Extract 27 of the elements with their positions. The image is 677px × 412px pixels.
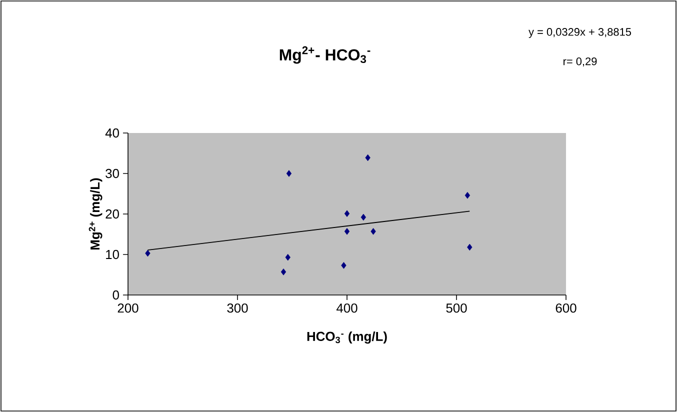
x-tick-label: 300	[227, 303, 248, 313]
text: y = 0,0329x + 3,8815	[528, 28, 632, 38]
point	[360, 214, 366, 221]
y-tick-label: 20	[106, 209, 119, 219]
point	[280, 268, 286, 276]
x-tick-label: 200	[118, 303, 138, 313]
point	[467, 244, 472, 251]
point	[365, 154, 370, 162]
y-tick-label: 0	[112, 290, 119, 300]
point	[341, 262, 346, 269]
y-tick-label: 30	[106, 168, 119, 178]
text: HCO$_{3}$$^{-}$ (mg/L)	[307, 331, 387, 344]
y-tick-label: 10	[106, 250, 119, 260]
x-tick-label: 600	[556, 303, 576, 313]
point	[464, 192, 470, 199]
point	[285, 254, 290, 261]
point	[286, 170, 292, 177]
x-tick-label: 500	[446, 303, 467, 313]
point	[344, 210, 350, 217]
chart-title: Mg$^{2+}$- HCO$_{3}$-	[280, 46, 370, 64]
point	[370, 228, 376, 235]
x-tick-label: 400	[336, 303, 358, 313]
point	[344, 228, 350, 235]
text: Mg$^{2+}$ (mg/L)	[88, 178, 102, 250]
point	[145, 250, 150, 257]
y-tick-label: 40	[105, 128, 119, 138]
text: r= 0,29	[564, 57, 597, 67]
